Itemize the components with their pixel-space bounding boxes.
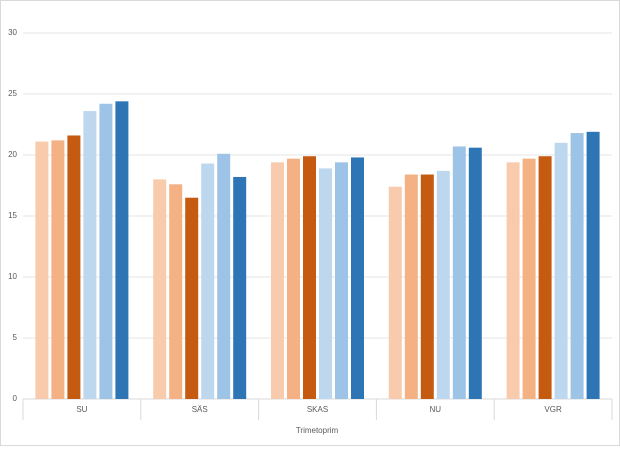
bar <box>420 174 434 399</box>
bar <box>554 142 568 400</box>
bar <box>468 147 482 399</box>
bar <box>201 163 215 399</box>
bar <box>153 179 167 399</box>
bar <box>271 162 284 399</box>
bar <box>388 186 402 399</box>
bar <box>404 174 418 399</box>
bar <box>287 158 300 399</box>
y-tick-label: 30 <box>8 28 17 37</box>
x-tick-label: VGR <box>544 405 562 414</box>
y-tick-label: 0 <box>13 394 18 403</box>
bar <box>351 157 364 399</box>
y-tick-label: 20 <box>8 150 17 159</box>
bar <box>185 197 199 399</box>
bar <box>506 162 520 399</box>
bar <box>35 141 49 399</box>
x-tick-label: SÄS <box>192 405 208 414</box>
bar <box>67 135 81 400</box>
y-tick-label: 5 <box>13 333 18 342</box>
bar <box>83 111 97 399</box>
bar <box>335 162 348 399</box>
bar <box>452 146 466 399</box>
bar <box>522 158 536 399</box>
y-tick-label: 15 <box>8 211 17 220</box>
bar <box>217 153 231 399</box>
bar <box>570 133 584 400</box>
y-tick-label: 25 <box>8 89 17 98</box>
bar <box>319 168 332 399</box>
bar <box>586 131 600 399</box>
bar <box>169 184 183 399</box>
bar <box>99 103 113 399</box>
bar <box>233 176 247 399</box>
bar <box>115 101 129 399</box>
x-tick-label: NU <box>430 405 442 414</box>
x-tick-label: SU <box>76 405 87 414</box>
y-tick-label: 10 <box>8 272 17 281</box>
bar <box>538 156 552 399</box>
bar <box>303 156 316 399</box>
x-axis-title: Trimetoprim <box>296 426 339 435</box>
bar <box>51 140 65 400</box>
x-tick-label: SKAS <box>307 405 328 414</box>
bar <box>436 170 450 399</box>
